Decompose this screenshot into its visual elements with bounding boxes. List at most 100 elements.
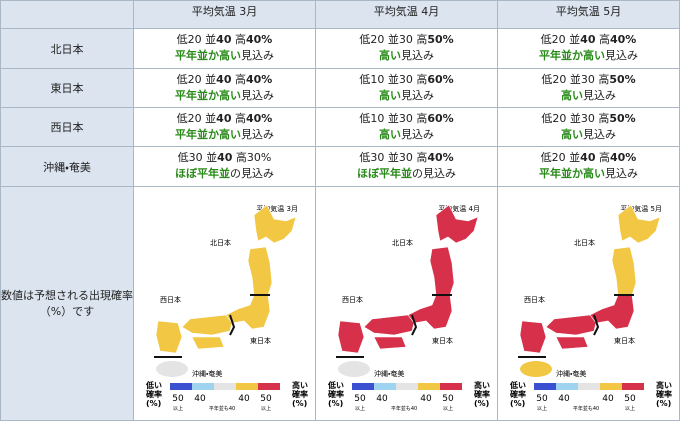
prob-label: 並 xyxy=(387,112,399,125)
legend-swatch xyxy=(556,383,578,390)
probabilities: 低20 並40 高40% xyxy=(134,111,315,127)
note: 数値は予想される出現確率 （%）です xyxy=(1,288,133,320)
prob-value: 30 xyxy=(370,151,385,164)
region-name: 北日本 xyxy=(50,42,84,56)
legend-swatch xyxy=(374,383,396,390)
legend-tick: 50 xyxy=(536,394,548,404)
probabilities: 低30 並30 高40% xyxy=(316,150,497,166)
legend-low: 確率 xyxy=(327,389,344,399)
legend-low: (%) xyxy=(146,399,161,408)
outlook-main: 平年並か高い xyxy=(539,167,605,180)
legend-tick: 50 xyxy=(260,394,272,404)
probabilities: 低10 並30 高60% xyxy=(316,111,497,127)
prob-value: 30% xyxy=(246,151,272,164)
outlook-suffix: の見込み xyxy=(230,167,274,180)
note-cell: 数値は予想される出現確率 （%）です xyxy=(1,187,134,421)
prob-value: 50% xyxy=(609,73,636,86)
legend-high: 確率 xyxy=(655,389,672,399)
outlook: 高い見込み xyxy=(498,88,679,104)
prob-value: 30 xyxy=(188,151,203,164)
region-east xyxy=(407,294,453,330)
note-line: （%）です xyxy=(39,304,95,318)
outlook-main: 平年並か高い xyxy=(175,89,241,102)
prob-label: 高 xyxy=(416,112,428,125)
prob-label: 高 xyxy=(416,73,428,86)
outlook: 平年並か高い見込み xyxy=(134,48,315,64)
prob-label: 低 xyxy=(176,112,188,125)
prob-label: 低 xyxy=(540,33,552,46)
prob-label: 高 xyxy=(235,151,247,164)
region-name: 東日本 xyxy=(50,82,84,95)
column-title: 平均気温 3月 xyxy=(191,5,258,18)
forecast-cell: 低20 並30 高50% 高い見込み xyxy=(498,69,680,108)
prob-value: 30 xyxy=(398,151,413,164)
outlook: 平年並か高い見込み xyxy=(498,48,679,64)
prob-label: 並 xyxy=(569,151,581,164)
region-border xyxy=(518,294,634,358)
prob-value: 20 xyxy=(187,112,202,125)
map-cell xyxy=(316,187,498,421)
prob-label: 並 xyxy=(569,73,581,86)
prob-value: 60% xyxy=(427,73,454,86)
legend-high: 高い xyxy=(656,380,672,390)
forecast-cell: 低20 並40 高40% 平年並か高い見込み xyxy=(134,29,316,69)
region-okinawa xyxy=(156,361,188,377)
legend-swatch xyxy=(534,383,556,390)
outlook-main: 平年並か高い xyxy=(539,49,605,62)
region-west xyxy=(191,336,225,350)
prob-label: 低 xyxy=(541,112,553,125)
legend-low: (%) xyxy=(328,399,343,408)
prob-label: 高 xyxy=(234,73,246,86)
legend-above: 以上 xyxy=(537,405,547,412)
outlook-suffix: 見込み xyxy=(241,89,274,102)
legend-swatch xyxy=(214,383,236,390)
region-west xyxy=(373,336,407,350)
prob-label: 低 xyxy=(359,112,371,125)
prob-value: 40 xyxy=(216,33,232,46)
legend-swatch xyxy=(192,383,214,390)
map-cell xyxy=(134,187,316,421)
legend-swatch xyxy=(258,383,280,390)
outlook-main: 平年並か高い xyxy=(175,49,241,62)
outlook-main: 高い xyxy=(561,128,583,141)
outlook: 高い見込み xyxy=(316,48,497,64)
prob-label: 高 xyxy=(598,33,610,46)
outlook: ほぼ平年並の見込み xyxy=(316,166,497,182)
prob-value: 20 xyxy=(187,73,202,86)
prob-value: 20 xyxy=(552,73,567,86)
outlook-suffix: 見込み xyxy=(241,49,274,62)
region-label: 北日本 xyxy=(210,238,231,247)
prob-value: 30 xyxy=(580,73,595,86)
outlook: 高い見込み xyxy=(498,127,679,143)
legend-above: 以上 xyxy=(625,405,635,412)
legend-low: 確率 xyxy=(145,389,162,399)
legend-tick: 50 xyxy=(624,394,636,404)
prob-value: 20 xyxy=(370,33,385,46)
prob-value: 20 xyxy=(187,33,202,46)
outlook: 平年並か高い見込み xyxy=(498,166,679,182)
prob-label: 並 xyxy=(569,33,581,46)
region-cell: 沖縄・奄美 xyxy=(1,147,134,187)
region-label: 東日本 xyxy=(250,336,271,345)
outlook-main: 高い xyxy=(561,89,583,102)
region-label: 沖縄・奄美 xyxy=(556,369,586,378)
prob-value: 40 xyxy=(580,33,596,46)
prob-label: 並 xyxy=(205,73,217,86)
region-label: 東日本 xyxy=(432,336,453,345)
legend-tick: 40 xyxy=(420,394,432,404)
forecast-cell: 低20 並40 高40% 平年並か高い見込み xyxy=(498,29,680,69)
prob-label: 低 xyxy=(177,151,189,164)
legend-above: 以上 xyxy=(173,405,183,412)
legend-tick: 40 xyxy=(376,394,388,404)
prob-label: 高 xyxy=(416,151,428,164)
region-okinawa xyxy=(338,361,370,377)
prob-label: 並 xyxy=(387,33,399,46)
outlook-suffix: 見込み xyxy=(605,167,638,180)
legend-low: 低い xyxy=(145,380,162,390)
map-title: 平均気温 3月 xyxy=(256,204,298,213)
legend-tick: 50 xyxy=(442,394,454,404)
legend-normal: 平年並も40 xyxy=(391,405,417,412)
region-west xyxy=(555,336,589,350)
legend-high: 確率 xyxy=(473,389,490,399)
